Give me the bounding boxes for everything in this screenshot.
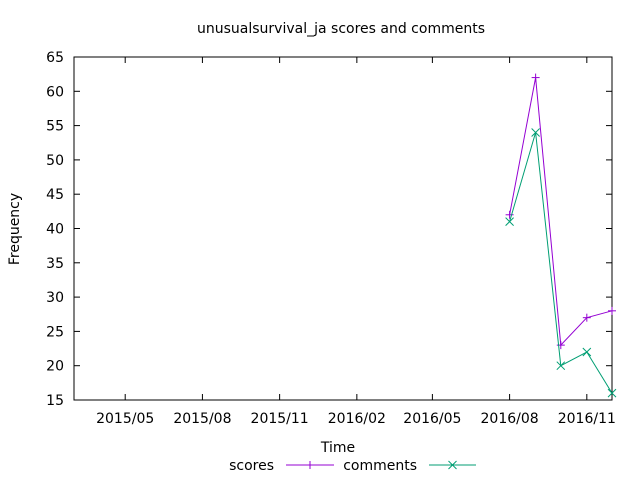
x-tick-label: 2016/05 — [403, 411, 461, 427]
series-line-comments — [509, 132, 613, 394]
legend-label-comments: comments — [343, 458, 417, 474]
axis-ticks: 15 20 25 30 35 40 45 50 55 60 65 2015/05 2015/08 2015… — [46, 50, 616, 427]
y-tick-label: 65 — [46, 50, 64, 66]
data-point-cross — [448, 460, 457, 470]
y-tick-label: 55 — [46, 119, 64, 135]
y-tick-label: 30 — [46, 290, 64, 306]
data-point-cross — [556, 361, 566, 371]
x-tick-label: 2015/11 — [251, 411, 309, 427]
x-tick-label: 2015/08 — [173, 411, 231, 427]
plot-frame — [73, 56, 613, 401]
data-point-cross — [531, 128, 540, 137]
y-tick-label: 25 — [46, 324, 64, 340]
data-point-cross — [607, 388, 617, 398]
y-tick-label: 15 — [46, 393, 64, 409]
legend: scores comments — [229, 458, 476, 474]
legend-label-scores: scores — [229, 458, 274, 474]
series-scores — [505, 73, 616, 350]
y-axis-label: Frequency — [7, 193, 23, 265]
series-layer — [505, 73, 617, 398]
x-tick-label: 2015/05 — [96, 411, 154, 427]
data-point-cross — [582, 347, 592, 357]
y-tick-label: 45 — [46, 187, 64, 203]
x-tick-label: 2016/08 — [481, 411, 539, 427]
series-comments — [505, 128, 617, 398]
x-axis-label: Time — [320, 440, 355, 456]
y-tick-label: 40 — [46, 222, 64, 238]
chart-title: unusualsurvival_ja scores and comments — [197, 21, 485, 37]
series-line-scores — [509, 77, 613, 347]
data-point-cross — [505, 217, 514, 226]
x-tick-label: 2016/02 — [328, 411, 386, 427]
x-tick-label: 2016/11 — [558, 411, 616, 427]
y-tick-label: 35 — [46, 256, 64, 272]
y-tick-label: 60 — [46, 84, 64, 100]
y-tick-label: 50 — [46, 153, 64, 169]
y-tick-label: 20 — [46, 359, 64, 375]
